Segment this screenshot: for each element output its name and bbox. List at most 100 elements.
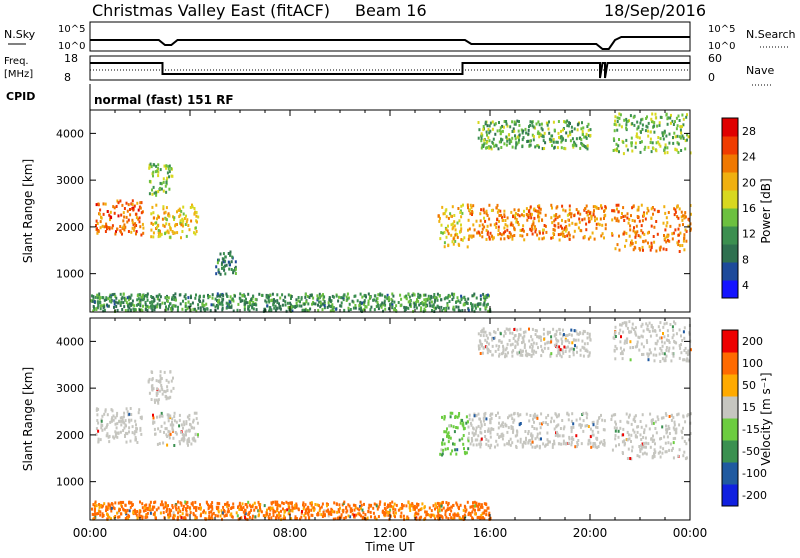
echo-cell [555, 354, 558, 358]
echo-cell [103, 303, 106, 307]
colorbar-segment [722, 136, 738, 155]
echo-cell [180, 236, 182, 240]
echo-cell [685, 442, 688, 446]
echo-cell [539, 211, 542, 215]
echo-cell [534, 333, 537, 336]
echo-cell [503, 226, 506, 230]
echo-cell [487, 444, 490, 448]
echo-cell [316, 503, 319, 507]
echo-cell [650, 323, 653, 327]
echo-cell [597, 222, 600, 226]
echo-cell [228, 303, 230, 306]
echo-cell [485, 417, 488, 421]
echo-cell [559, 348, 562, 352]
echo-cell [633, 430, 636, 434]
echo-cell [668, 341, 671, 344]
echo-cell [493, 144, 496, 148]
echo-cell [523, 238, 526, 242]
echo-cell [189, 206, 192, 209]
echo-cell [126, 516, 128, 519]
echo-cell [542, 139, 545, 143]
echo-cell [343, 308, 346, 312]
echo-cell [495, 144, 498, 148]
echo-cell [188, 506, 191, 510]
echo-cell [664, 357, 667, 361]
echo-cell [130, 413, 133, 416]
freq-unit: [MHz] [4, 69, 33, 80]
echo-cell [687, 135, 690, 139]
echo-cell [467, 297, 470, 301]
echo-cell [446, 433, 449, 437]
echo-cell [485, 438, 488, 441]
echo-cell [460, 215, 463, 219]
echo-cell [631, 445, 634, 449]
echo-cell [331, 510, 334, 514]
echo-cell [329, 299, 332, 303]
echo-cell [155, 191, 158, 195]
echo-cell [250, 298, 253, 302]
echo-cell [644, 239, 647, 243]
echo-cell [146, 515, 149, 519]
echo-cell [139, 298, 142, 302]
colorbar-tick-label: 28 [742, 125, 756, 138]
echo-cell [497, 327, 499, 331]
echo-cell [655, 141, 658, 145]
echo-cell [635, 132, 638, 136]
echo-cell [244, 509, 247, 512]
echo-cell [139, 225, 142, 229]
echo-cell [638, 247, 641, 250]
echo-cell [457, 299, 460, 303]
echo-cell [195, 293, 197, 297]
echo-cell [593, 209, 595, 213]
echo-cell [219, 272, 222, 276]
echo-cell [91, 507, 93, 511]
echo-cell [675, 341, 678, 345]
echo-cell [513, 129, 516, 133]
echo-cell [436, 514, 439, 518]
echo-cell [485, 295, 488, 299]
echo-cell [495, 222, 498, 226]
echo-cell [184, 223, 187, 226]
echo-cell [557, 120, 560, 123]
echo-cell [506, 224, 509, 228]
echo-cell [552, 120, 555, 124]
echo-cell [683, 358, 686, 362]
echo-cell [480, 330, 483, 334]
echo-cell [471, 308, 474, 312]
echo-cell [113, 436, 116, 440]
echo-cell [183, 423, 186, 427]
echo-cell [634, 246, 637, 250]
echo-cell [287, 501, 290, 505]
echo-cell [666, 221, 669, 225]
echo-cell [439, 216, 441, 220]
echo-cell [548, 120, 550, 124]
echo-cell [569, 212, 571, 216]
echo-cell [151, 308, 154, 312]
echo-cell [440, 508, 443, 512]
echo-cell [314, 503, 317, 506]
echo-cell [536, 416, 539, 420]
echo-cell [95, 224, 97, 227]
echo-cell [441, 453, 443, 457]
echo-cell [615, 422, 617, 426]
echo-cell [120, 419, 123, 423]
echo-cell [640, 118, 643, 122]
echo-cell [661, 357, 664, 361]
echo-cell [404, 308, 407, 311]
echo-cell [171, 307, 174, 311]
echo-cell [312, 302, 315, 306]
echo-cell [203, 303, 206, 307]
echo-cell [580, 229, 583, 233]
echo-cell [122, 219, 125, 223]
echo-cell [91, 512, 94, 516]
echo-cell [669, 116, 672, 120]
echo-cell [553, 343, 556, 347]
echo-cell [489, 121, 492, 125]
echo-cell [672, 346, 675, 350]
echo-cell [614, 148, 617, 152]
echo-cell [421, 300, 424, 304]
echo-cell [612, 137, 615, 141]
echo-cell [669, 323, 672, 326]
echo-cell [306, 309, 309, 313]
colorbar-segment [722, 440, 738, 463]
